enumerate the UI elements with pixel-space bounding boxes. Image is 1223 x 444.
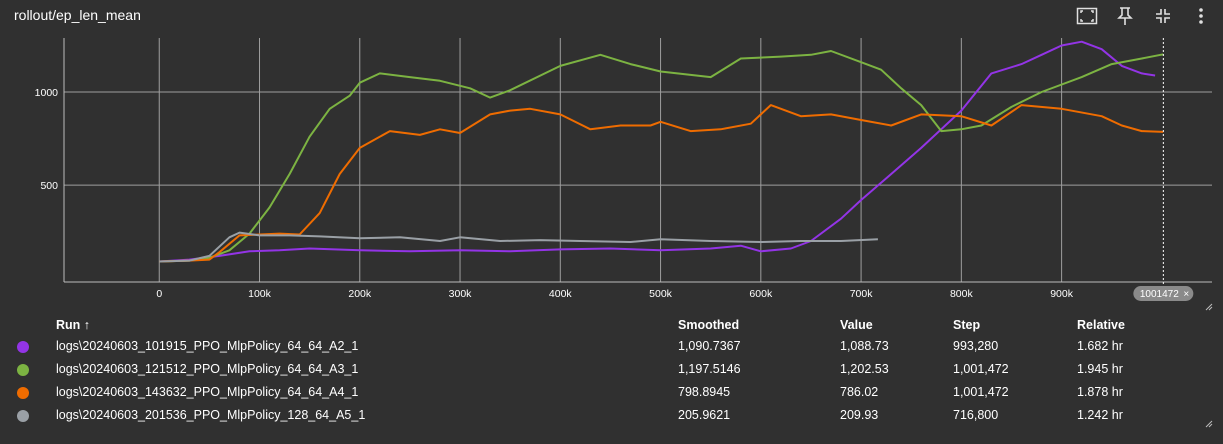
step-cursor-label: 1001472 xyxy=(1140,289,1179,300)
smoothed-column-header[interactable]: Smoothed xyxy=(678,318,740,332)
legend-run-cell: logs\20240603_143632_PPO_MlpPolicy_64_64… xyxy=(56,385,359,399)
legend-step-cell: 1,001,472 xyxy=(953,362,1009,376)
x-tick-label: 200k xyxy=(348,288,372,300)
pin-button[interactable] xyxy=(1111,4,1139,28)
legend-run-cell: logs\20240603_101915_PPO_MlpPolicy_64_64… xyxy=(56,339,359,353)
x-tick-label: 700k xyxy=(850,288,874,300)
x-tick-label: 600k xyxy=(749,288,773,300)
legend-smoothed-cell: 1,197.5146 xyxy=(678,362,741,376)
pin-icon xyxy=(1117,7,1133,25)
legend-run-cell: logs\20240603_121512_PPO_MlpPolicy_64_64… xyxy=(56,362,359,376)
close-icon[interactable]: × xyxy=(1183,289,1189,300)
legend-row[interactable]: logs\20240603_201536_PPO_MlpPolicy_128_6… xyxy=(0,405,1223,427)
line-chart[interactable]: 0 100k 200k 300k 400k 500k 600k 700k 800k 900k 500… xyxy=(0,28,1223,312)
series-line[interactable] xyxy=(159,231,878,263)
more-options-button[interactable] xyxy=(1187,4,1215,28)
fit-domain-button[interactable] xyxy=(1073,4,1101,28)
series-color-dot[interactable] xyxy=(17,387,29,399)
x-tick-label: 100k xyxy=(248,288,272,300)
series-color-dot[interactable] xyxy=(17,341,29,353)
run-column-header[interactable]: Run ↑ xyxy=(56,318,91,332)
legend-row[interactable]: logs\20240603_143632_PPO_MlpPolicy_64_64… xyxy=(0,382,1223,404)
fit-domain-icon xyxy=(1076,7,1098,25)
legend-step-cell: 716,800 xyxy=(953,408,999,422)
legend-step-cell: 1,001,472 xyxy=(953,385,1009,399)
legend-smoothed-cell: 1,090.7367 xyxy=(678,339,741,353)
series-line[interactable] xyxy=(159,40,1156,263)
legend-relative-cell: 1.682 hr xyxy=(1077,339,1123,353)
x-tick-label: 300k xyxy=(449,288,473,300)
y-tick-label: 500 xyxy=(40,180,58,192)
legend-relative-cell: 1.242 hr xyxy=(1077,408,1123,422)
y-tick-label: 1000 xyxy=(35,87,59,99)
series-line[interactable] xyxy=(159,104,1164,263)
x-tick-label: 500k xyxy=(649,288,673,300)
collapse-button[interactable] xyxy=(1149,4,1177,28)
x-tick-label: 0 xyxy=(156,288,162,300)
x-tick-label: 800k xyxy=(950,288,974,300)
card-toolbar xyxy=(1073,4,1215,28)
resize-handle-icon[interactable] xyxy=(1205,420,1213,428)
legend-relative-cell: 1.945 hr xyxy=(1077,362,1123,376)
legend-value-cell: 1,088.73 xyxy=(840,339,889,353)
more-vert-icon xyxy=(1199,8,1203,24)
legend-run-cell: logs\20240603_201536_PPO_MlpPolicy_128_6… xyxy=(56,408,366,422)
step-cursor-badge[interactable] xyxy=(1133,286,1194,301)
series-color-dot[interactable] xyxy=(17,410,29,422)
chart-title: rollout/ep_len_mean xyxy=(14,7,141,23)
value-column-header[interactable]: Value xyxy=(840,318,873,332)
resize-handle-icon[interactable] xyxy=(1205,303,1213,311)
legend-smoothed-cell: 205.9621 xyxy=(678,408,731,422)
relative-column-header[interactable]: Relative xyxy=(1077,318,1125,332)
legend-value-cell: 209.93 xyxy=(840,408,879,422)
legend-step-cell: 993,280 xyxy=(953,339,999,353)
collapse-icon xyxy=(1156,9,1170,23)
x-tick-label: 400k xyxy=(549,288,573,300)
legend-relative-cell: 1.878 hr xyxy=(1077,385,1123,399)
legend-value-cell: 1,202.53 xyxy=(840,362,889,376)
legend-row[interactable]: logs\20240603_101915_PPO_MlpPolicy_64_64… xyxy=(0,336,1223,358)
legend-row[interactable]: logs\20240603_121512_PPO_MlpPolicy_64_64… xyxy=(0,359,1223,381)
step-column-header[interactable]: Step xyxy=(953,318,981,332)
series-color-dot[interactable] xyxy=(17,364,29,376)
legend-value-cell: 786.02 xyxy=(840,385,879,399)
series-line[interactable] xyxy=(159,50,1164,263)
x-tick-label: 900k xyxy=(1050,288,1074,300)
legend-smoothed-cell: 798.8945 xyxy=(678,385,731,399)
